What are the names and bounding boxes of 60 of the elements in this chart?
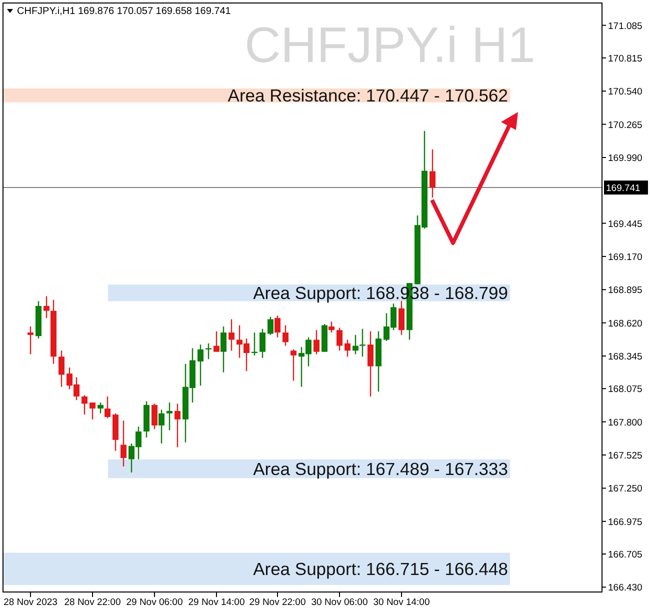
x-tick-label: 28 Nov 2023	[4, 597, 58, 608]
y-tick-label: 171.085	[608, 20, 642, 32]
y-tick-label: 167.525	[608, 450, 642, 462]
y-tick-label: 170.265	[608, 120, 642, 131]
candlestick	[90, 402, 96, 420]
band-label: Area Support: 166.715 - 166.448	[253, 558, 508, 579]
candlestick	[120, 420, 126, 468]
y-tick-label: 166.975	[608, 516, 642, 528]
candlestick	[82, 394, 88, 416]
y-tick-label: 168.620	[608, 318, 642, 330]
candlestick	[214, 330, 220, 352]
candlestick	[314, 329, 320, 355]
candlestick	[274, 315, 280, 338]
candlestick	[166, 402, 172, 431]
candlestick	[368, 330, 374, 398]
candlestick	[28, 326, 34, 355]
y-tick-label: 170.540	[608, 86, 642, 98]
candlestick	[336, 327, 342, 352]
candlestick	[104, 396, 110, 419]
candlestick	[260, 328, 266, 358]
y-tick-label: 168.075	[608, 384, 642, 396]
candlestick	[98, 402, 104, 414]
candlestick	[58, 350, 64, 388]
y-tick-label: 166.430	[608, 582, 642, 594]
y-tick-label: 167.250	[608, 484, 642, 495]
y-tick-label: 169.170	[608, 252, 642, 263]
candlestick	[152, 403, 158, 430]
candlestick	[268, 316, 274, 336]
x-tick-label: 30 Nov 06:00	[311, 597, 368, 608]
band-label: Area Support: 167.489 - 167.333	[253, 458, 508, 479]
candlestick	[44, 296, 50, 319]
y-tick-label: 168.345	[608, 352, 642, 363]
candlestick	[398, 300, 404, 336]
y-tick-label: 169.445	[608, 218, 642, 230]
x-tick-label: 29 Nov 06:00	[126, 597, 183, 608]
candlestick	[430, 148, 436, 198]
candlestick	[360, 328, 366, 358]
candlestick	[290, 348, 296, 382]
candlestick	[220, 326, 226, 373]
x-tick-label: 30 Nov 14:00	[373, 597, 430, 608]
candlestick	[174, 403, 180, 448]
candlestick	[282, 324, 288, 346]
x-tick-label: 28 Nov 22:00	[64, 597, 121, 608]
candlestick	[198, 344, 204, 386]
candlestick	[158, 409, 164, 444]
candlestick	[228, 318, 234, 352]
candlestick	[328, 321, 334, 334]
candlestick	[206, 342, 212, 360]
y-tick-label: 168.895	[608, 285, 642, 296]
band-label: Area Resistance: 170.447 - 170.562	[228, 85, 508, 106]
y-tick-label: 167.800	[608, 417, 642, 428]
ref-line-label: 169.741	[606, 183, 640, 194]
y-tick-label: 166.705	[608, 549, 642, 560]
x-tick-label: 29 Nov 22:00	[249, 597, 306, 608]
candlestick	[344, 339, 350, 358]
annotation: CHFJPY.i,H1 169.876 170.057 169.658 169.741	[17, 6, 232, 17]
candlestick	[352, 334, 358, 355]
x-tick-label: 29 Nov 14:00	[188, 597, 245, 608]
y-tick-label: 169.990	[608, 152, 642, 164]
y-tick-label: 170.815	[608, 53, 642, 64]
